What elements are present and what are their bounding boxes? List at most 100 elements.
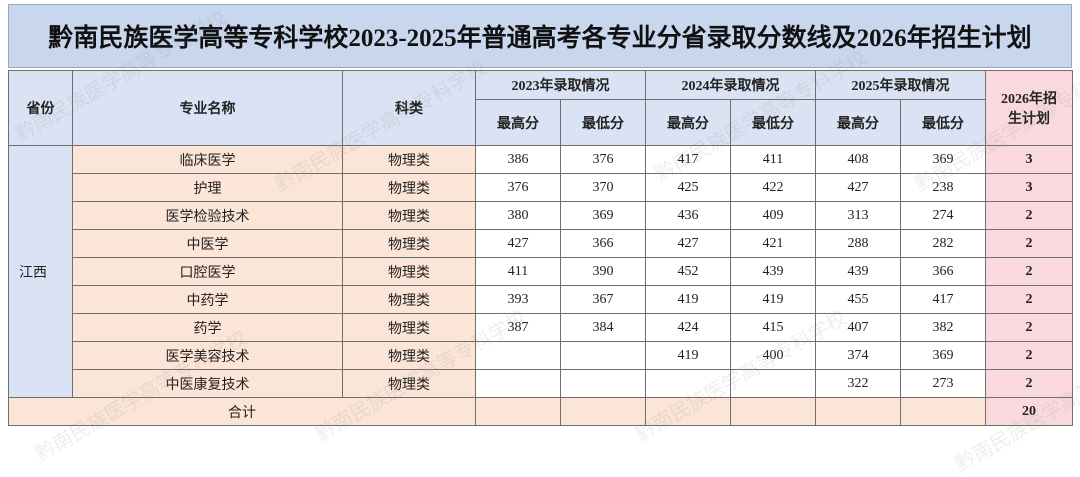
year-header: 2025年录取情况 — [815, 70, 986, 100]
major: 中药学 — [72, 285, 343, 314]
major: 口腔医学 — [72, 257, 343, 286]
score: 411 — [475, 257, 561, 286]
score: 386 — [475, 145, 561, 174]
table-row: 药学 物理类 387 384 424 415 407 382 2 — [9, 313, 1073, 342]
table-row: 中药学 物理类 393 367 419 419 455 417 2 — [9, 285, 1073, 314]
major: 药学 — [72, 313, 343, 342]
score — [730, 369, 816, 398]
score: 393 — [475, 285, 561, 314]
score: 427 — [645, 229, 731, 258]
score: 367 — [560, 285, 646, 314]
score: 439 — [730, 257, 816, 286]
score: 370 — [560, 173, 646, 202]
table-row: 中医学 物理类 427 366 427 421 288 282 2 — [9, 229, 1073, 258]
total-empty — [815, 397, 901, 426]
score: 415 — [730, 313, 816, 342]
table-row: 口腔医学 物理类 411 390 452 439 439 366 2 — [9, 257, 1073, 286]
total-empty — [730, 397, 816, 426]
score: 322 — [815, 369, 901, 398]
table-row: 江西 临床医学 物理类 386 376 417 411 408 369 3 — [8, 145, 1073, 398]
score: 417 — [900, 285, 986, 314]
plan-header: 2026年招生计划 — [985, 70, 1073, 146]
plan: 2 — [985, 201, 1073, 230]
score — [475, 341, 561, 370]
plan: 2 — [985, 313, 1073, 342]
score: 387 — [475, 313, 561, 342]
score: 427 — [475, 229, 561, 258]
category: 物理类 — [342, 257, 476, 286]
table-row: 合计 20 — [8, 397, 1073, 426]
table-row: 医学检验技术 物理类 380 369 436 409 313 274 2 — [9, 201, 1073, 230]
score: 382 — [900, 313, 986, 342]
score: 424 — [645, 313, 731, 342]
score: 419 — [730, 285, 816, 314]
score: 400 — [730, 341, 816, 370]
score: 366 — [900, 257, 986, 286]
province-header: 省份 — [8, 70, 73, 146]
score: 366 — [560, 229, 646, 258]
score: 313 — [815, 201, 901, 230]
plan: 3 — [985, 145, 1073, 174]
score: 427 — [815, 173, 901, 202]
score: 282 — [900, 229, 986, 258]
plan: 2 — [985, 257, 1073, 286]
score: 376 — [475, 173, 561, 202]
score — [475, 369, 561, 398]
total-plan: 20 — [985, 397, 1073, 426]
score: 436 — [645, 201, 731, 230]
score: 417 — [645, 145, 731, 174]
year-header: 2024年录取情况 — [645, 70, 816, 100]
major-header: 专业名称 — [72, 70, 343, 146]
plan: 2 — [985, 341, 1073, 370]
score: 374 — [815, 341, 901, 370]
category: 物理类 — [342, 145, 476, 174]
category: 物理类 — [342, 369, 476, 398]
score: 390 — [560, 257, 646, 286]
score: 422 — [730, 173, 816, 202]
province: 江西 — [8, 145, 73, 398]
category: 物理类 — [342, 285, 476, 314]
max-header: 最高分 — [645, 99, 731, 146]
score: 369 — [900, 145, 986, 174]
score: 369 — [900, 341, 986, 370]
plan: 2 — [985, 285, 1073, 314]
table-row: 中医康复技术 物理类 322 273 2 — [9, 369, 1073, 398]
score — [645, 369, 731, 398]
total-empty — [900, 397, 986, 426]
major: 临床医学 — [72, 145, 343, 174]
score: 238 — [900, 173, 986, 202]
total-empty — [560, 397, 646, 426]
table-row: 护理 物理类 376 370 425 422 427 238 3 — [9, 173, 1073, 202]
title: 黔南民族医学高等专科学校2023-2025年普通高考各专业分省录取分数线及202… — [8, 4, 1072, 68]
min-header: 最低分 — [560, 99, 646, 146]
score — [560, 369, 646, 398]
score: 274 — [900, 201, 986, 230]
min-header: 最低分 — [900, 99, 986, 146]
score: 452 — [645, 257, 731, 286]
score: 407 — [815, 313, 901, 342]
score: 380 — [475, 201, 561, 230]
admission-table: 省份 专业名称 科类 2023年录取情况 2024年录取情况 2025年录取情况 2026年… — [8, 70, 1073, 426]
category: 物理类 — [342, 341, 476, 370]
plan: 2 — [985, 369, 1073, 398]
table-row: 省份 专业名称 科类 2023年录取情况 2024年录取情况 2025年录取情况 2026年… — [8, 70, 1073, 146]
category-header: 科类 — [342, 70, 476, 146]
plan: 2 — [985, 229, 1073, 258]
major: 中医康复技术 — [72, 369, 343, 398]
category: 物理类 — [342, 201, 476, 230]
table-row: 最高分 最低分 最高分 最低分 最高分 最低分 — [9, 99, 1073, 146]
score: 369 — [560, 201, 646, 230]
score: 421 — [730, 229, 816, 258]
major: 中医学 — [72, 229, 343, 258]
max-header: 最高分 — [475, 99, 561, 146]
major: 医学检验技术 — [72, 201, 343, 230]
major: 护理 — [72, 173, 343, 202]
max-header: 最高分 — [815, 99, 901, 146]
score: 411 — [730, 145, 816, 174]
score — [560, 341, 646, 370]
total-empty — [475, 397, 561, 426]
score: 273 — [900, 369, 986, 398]
plan: 3 — [985, 173, 1073, 202]
category: 物理类 — [342, 173, 476, 202]
score: 419 — [645, 341, 731, 370]
